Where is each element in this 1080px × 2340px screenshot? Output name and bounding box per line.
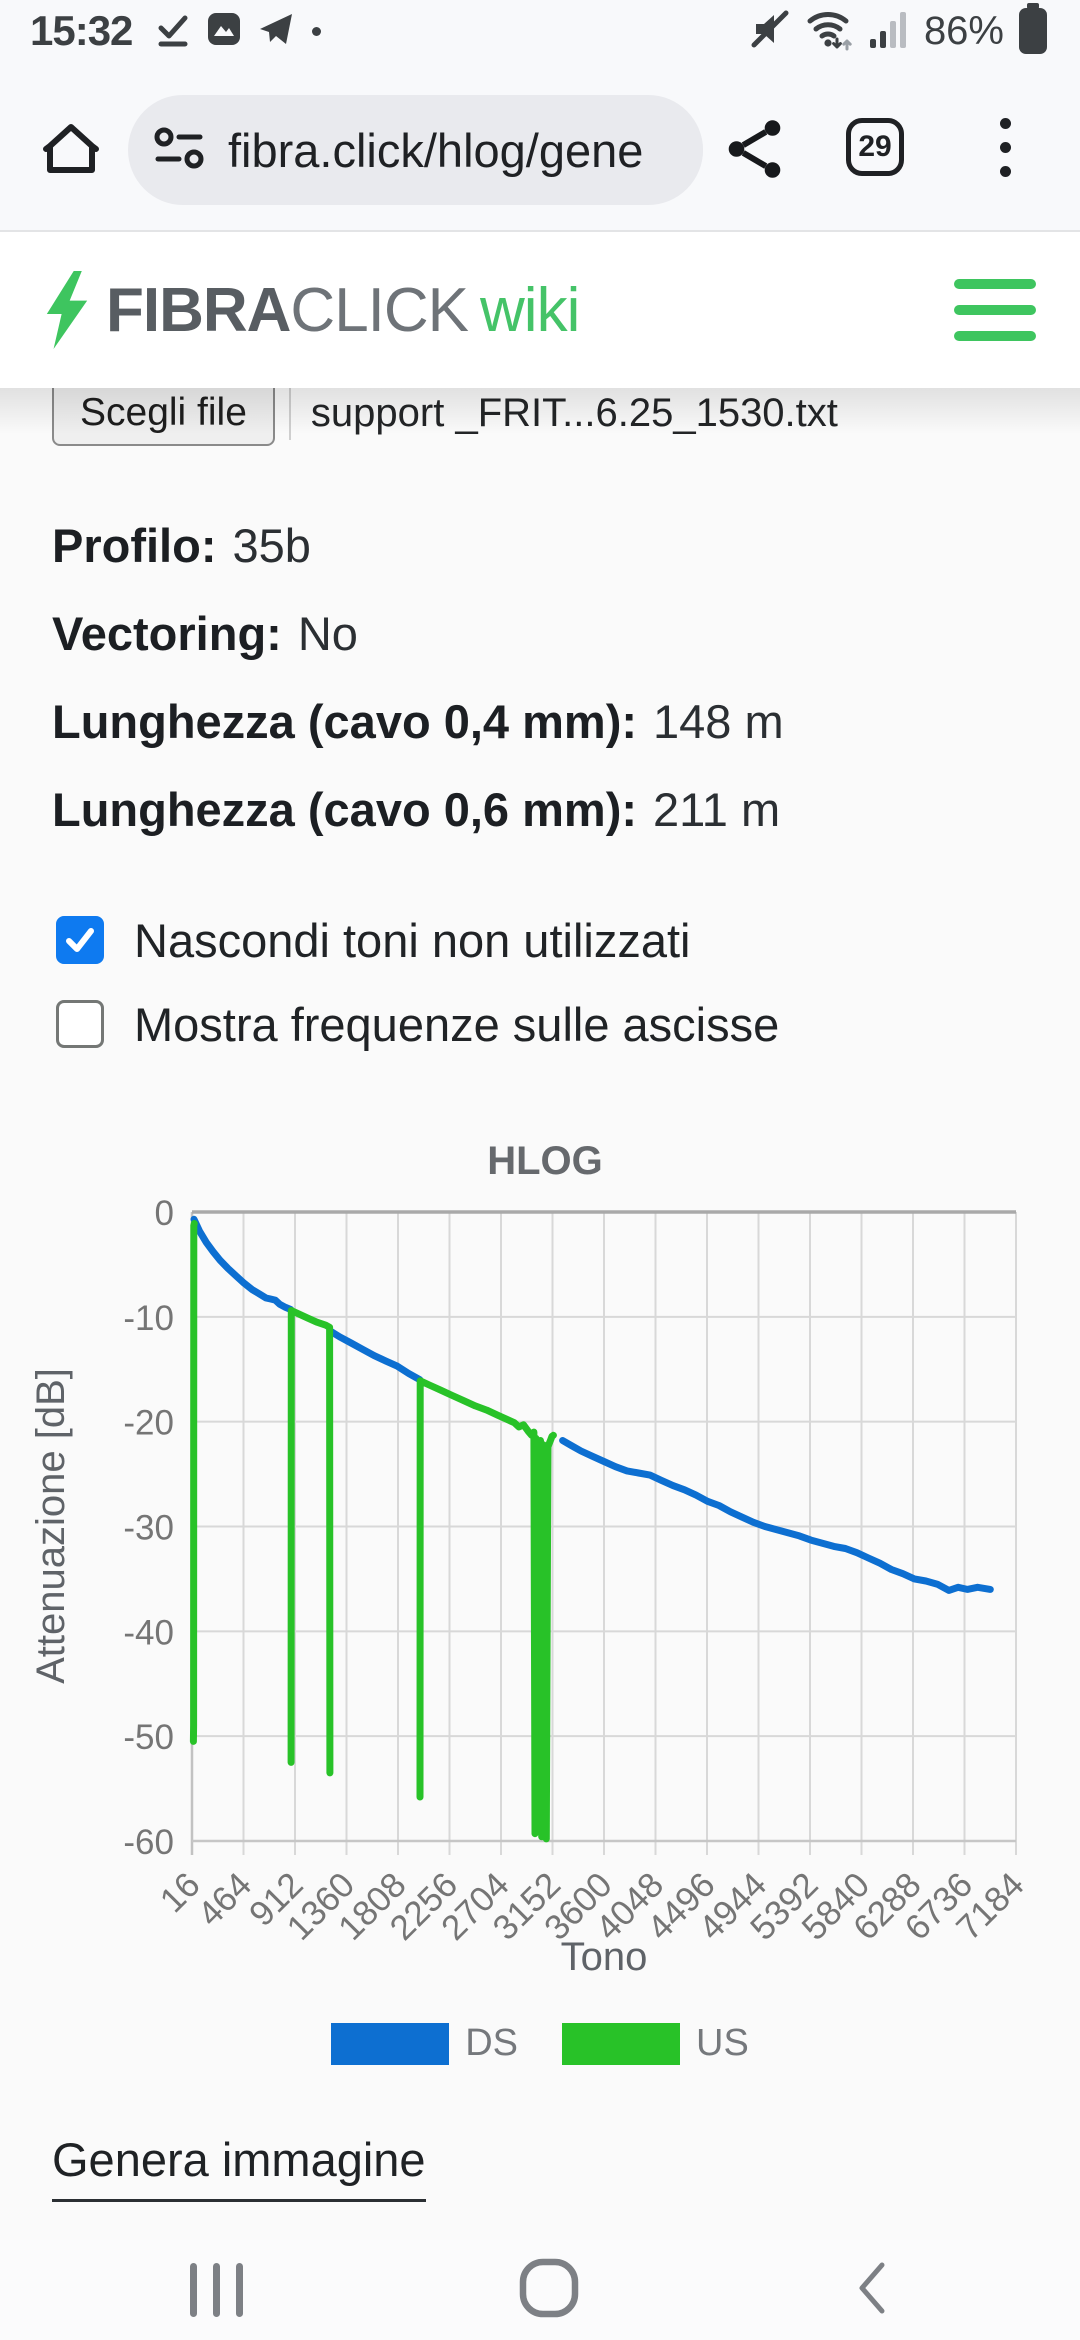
- svg-text:-20: -20: [123, 1404, 174, 1443]
- us-legend-label: US: [696, 2022, 749, 2064]
- info-row-profile: Profilo: 35b: [52, 515, 1032, 575]
- length-04-label: Lunghezza (cavo 0,4 mm):: [52, 694, 637, 748]
- ds-legend-label: DS: [465, 2022, 518, 2064]
- mute-icon: [748, 7, 792, 56]
- home-button[interactable]: [40, 118, 102, 185]
- browser-menu-button[interactable]: [985, 112, 1025, 182]
- us-legend-swatch: [562, 2022, 680, 2065]
- battery-percent: 86%: [923, 8, 1004, 53]
- brand-wiki: wiki: [480, 275, 580, 345]
- fibraclick-logo[interactable]: FIBRACLICK wiki: [44, 271, 580, 349]
- svg-text:Attenuazione [dB]: Attenuazione [dB]: [29, 1368, 73, 1684]
- tab-switcher-button[interactable]: 29: [846, 118, 904, 176]
- android-navigation-bar: [0, 2240, 1080, 2340]
- length-06-value: 211 m: [653, 782, 781, 836]
- length-04-value: 148 m: [653, 694, 784, 748]
- hide-unused-tones-label[interactable]: Nascondi toni non utilizzati: [134, 913, 691, 967]
- show-frequencies-label[interactable]: Mostra frequenze sulle ascisse: [134, 997, 780, 1051]
- back-button[interactable]: [854, 2259, 890, 2322]
- file-input: Scegli file support _FRIT...6.25_1530.tx…: [52, 380, 838, 446]
- telegram-icon: [256, 9, 296, 54]
- svg-text:-60: -60: [123, 1823, 174, 1862]
- kebab-dot: [999, 141, 1011, 153]
- site-settings-icon[interactable]: [154, 126, 206, 175]
- profile-label: Profilo:: [52, 518, 217, 572]
- site-header: FIBRACLICK wiki: [0, 232, 1080, 388]
- home-icon: [43, 124, 99, 173]
- share-icon: [728, 120, 781, 178]
- notification-dot-icon: [312, 26, 322, 36]
- home-nav-button[interactable]: [518, 2257, 580, 2324]
- home-squircle-icon: [519, 2258, 578, 2317]
- file-input-divider: [288, 386, 291, 440]
- generate-image-link[interactable]: Genera immagine: [52, 2132, 426, 2202]
- share-button[interactable]: [723, 116, 789, 187]
- tab-count: 29: [858, 130, 892, 163]
- show-frequencies-option[interactable]: Mostra frequenze sulle ascisse: [56, 996, 779, 1052]
- chart-legend: DS US: [0, 2022, 1080, 2065]
- show-frequencies-checkbox[interactable]: [56, 1000, 104, 1048]
- signal-icon: [868, 7, 912, 56]
- hide-unused-tones-option[interactable]: Nascondi toni non utilizzati: [56, 912, 690, 968]
- hlog-chart: 1646491213601808225627043152360040484496…: [29, 1139, 1032, 1979]
- wifi-icon: [804, 5, 856, 58]
- length-06-label: Lunghezza (cavo 0,6 mm):: [52, 782, 637, 836]
- clock: 15:32: [30, 7, 133, 54]
- svg-text:0: 0: [155, 1194, 174, 1233]
- status-bar: 15:32: [0, 0, 1080, 62]
- selected-filename: support _FRIT...6.25_1530.txt: [310, 390, 838, 435]
- brand-click: CLICK: [290, 275, 469, 345]
- lightning-bolt-icon: [46, 271, 88, 349]
- svg-text:-40: -40: [123, 1613, 174, 1652]
- url-bar[interactable]: fibra.click/hlog/gene: [128, 95, 703, 205]
- vectoring-label: Vectoring:: [52, 606, 282, 660]
- info-row-length-04: Lunghezza (cavo 0,4 mm): 148 m: [52, 691, 1032, 751]
- svg-text:-10: -10: [123, 1299, 174, 1338]
- check-icon: [66, 928, 94, 952]
- screenshot-icon: [204, 9, 244, 54]
- url-fade: [657, 95, 703, 205]
- svg-text:HLOG: HLOG: [487, 1139, 603, 1183]
- url-text[interactable]: fibra.click/hlog/gene: [228, 123, 644, 177]
- svg-text:-50: -50: [123, 1718, 174, 1757]
- svg-text:Tono: Tono: [561, 1935, 648, 1979]
- kebab-dot: [999, 117, 1011, 129]
- hide-unused-tones-checkbox[interactable]: [56, 916, 104, 964]
- ds-legend-swatch: [331, 2022, 450, 2065]
- choose-file-button[interactable]: Scegli file: [52, 380, 275, 446]
- info-row-vectoring: Vectoring: No: [52, 603, 1032, 663]
- battery-icon: [1016, 2, 1050, 60]
- brand-fibra: FIBRA: [106, 275, 291, 345]
- hamburger-menu-button[interactable]: [954, 279, 1036, 341]
- sync-done-icon: [152, 9, 192, 54]
- recents-button[interactable]: [190, 2263, 243, 2317]
- profile-value: 35b: [232, 518, 311, 572]
- svg-text:-30: -30: [123, 1509, 174, 1548]
- vectoring-value: No: [297, 606, 358, 660]
- kebab-dot: [999, 165, 1011, 177]
- back-chevron-icon: [859, 2262, 885, 2313]
- info-row-length-06: Lunghezza (cavo 0,6 mm): 211 m: [52, 779, 1032, 839]
